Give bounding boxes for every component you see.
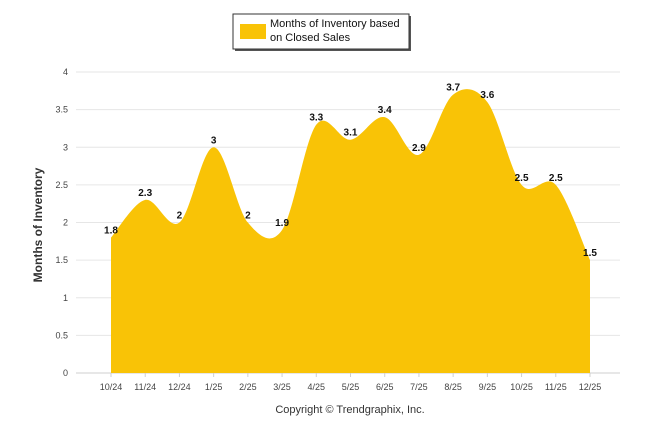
legend-label-line2: on Closed Sales: [270, 32, 351, 44]
data-label-7-25: 2.9: [412, 143, 426, 154]
y-tick-label-0: 0: [63, 368, 68, 378]
legend-label-line1: Months of Inventory based: [270, 18, 400, 30]
data-label-1-25: 3: [211, 135, 217, 146]
data-label-11-24: 2.3: [138, 188, 152, 199]
data-label-8-25: 3.7: [446, 83, 460, 94]
x-tick-label-0: 10/24: [100, 382, 123, 392]
y-tick-label-2: 1: [63, 293, 68, 303]
y-tick-label-8: 4: [63, 67, 68, 77]
y-tick-label-6: 3: [63, 142, 68, 152]
x-tick-label-5: 3/25: [273, 382, 291, 392]
data-label-10-25: 2.5: [515, 173, 529, 184]
x-tick-label-7: 5/25: [342, 382, 360, 392]
y-tick-label-1: 0.5: [55, 330, 68, 340]
series-area: [111, 89, 590, 373]
x-tick-label-14: 12/25: [579, 382, 602, 392]
x-tick-label-13: 11/25: [545, 382, 567, 392]
x-axis: 10/24 11/24 12/24 1/25 2/25 3/25 4/25 5/25 6/25 7…: [100, 373, 602, 392]
x-tick-label-6: 4/25: [308, 382, 326, 392]
y-axis-title: Months of Inventory: [31, 167, 45, 282]
data-label-11-25: 2.5: [549, 173, 563, 184]
legend[interactable]: Months of Inventory based on Closed Sale…: [232, 13, 411, 51]
x-tick-label-12: 10/25: [510, 382, 533, 392]
y-tick-label-3: 1.5: [55, 255, 68, 265]
data-label-4-25: 3.3: [309, 113, 323, 124]
data-label-12-25: 1.5: [583, 248, 597, 259]
y-axis: 0 0.5 1 1.5 2 2.5 3 3.5 4: [55, 67, 68, 378]
data-label-12-24: 2: [177, 211, 183, 222]
data-labels: 1.8 2.3 2 3 2 1.9 3.3 3.1 3.4 2.9 3.7 3.6 2.5 2.5 1.5: [104, 83, 597, 260]
y-tick-label-7: 3.5: [55, 105, 68, 115]
x-tick-label-2: 12/24: [168, 382, 191, 392]
copyright-credit: Copyright © Trendgraphix, Inc.: [275, 404, 424, 416]
x-tick-label-8: 6/25: [376, 382, 394, 392]
data-label-5-25: 3.1: [344, 128, 358, 139]
x-tick-label-9: 7/25: [410, 382, 428, 392]
area-series-months-of-inventory[interactable]: [111, 89, 590, 373]
y-tick-label-4: 2: [63, 218, 68, 228]
y-tick-label-5: 2.5: [55, 180, 68, 190]
x-tick-label-10: 8/25: [444, 382, 462, 392]
x-tick-label-11: 9/25: [479, 382, 497, 392]
data-label-2-25: 2: [245, 211, 251, 222]
data-label-10-24: 1.8: [104, 226, 118, 237]
legend-swatch: [240, 24, 266, 39]
x-tick-label-4: 2/25: [239, 382, 257, 392]
x-tick-label-3: 1/25: [205, 382, 223, 392]
data-label-9-25: 3.6: [480, 90, 494, 101]
data-label-6-25: 3.4: [378, 105, 392, 116]
x-tick-label-1: 11/24: [134, 382, 156, 392]
data-label-3-25: 1.9: [275, 218, 289, 229]
